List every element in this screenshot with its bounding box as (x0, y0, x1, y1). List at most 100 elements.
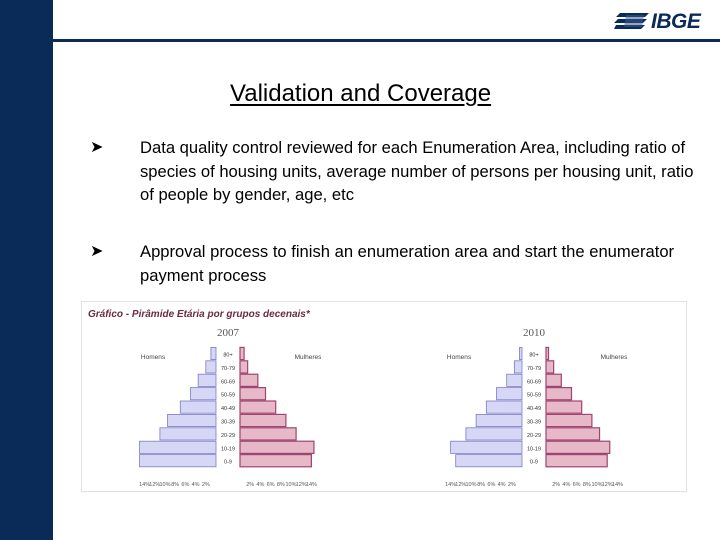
age-group-label: 0-9 (530, 460, 538, 466)
male-bar (190, 387, 217, 401)
arrowhead-bullet-icon: ➤ (90, 243, 104, 260)
x-tick-label: 4% (256, 482, 264, 488)
x-tick-label: 6% (487, 482, 495, 488)
x-tick-label: 2% (246, 482, 254, 488)
chart-panel-title: Gráfico - Pirâmide Etária por grupos dec… (88, 309, 311, 320)
female-bar (239, 427, 297, 441)
x-tick-label: 4% (192, 482, 200, 488)
x-tick-label: 14% (445, 482, 456, 488)
logo-text: IBGE (651, 10, 701, 33)
left-label: Homens (141, 354, 166, 361)
x-tick-label: 4% (562, 482, 570, 488)
header-rule (53, 39, 720, 42)
x-tick-label: 10% (159, 482, 170, 488)
age-group-label: 80+ (223, 353, 232, 359)
male-bar (485, 400, 523, 414)
bullet-item: ➤ Approval process to finish an enumerat… (90, 240, 674, 285)
age-group-label: 40-49 (527, 406, 541, 412)
x-tick-label: 10% (591, 482, 602, 488)
female-bar (239, 413, 287, 428)
x-tick-label: 8% (277, 482, 285, 488)
x-tick-label: 12% (149, 482, 160, 488)
bullet-item: ➤ Data quality control reviewed for each… (90, 136, 693, 204)
male-bar (475, 414, 523, 428)
x-tick-label: 6% (573, 482, 581, 488)
female-bar (545, 386, 573, 401)
female-bar (545, 373, 562, 387)
male-bar (519, 347, 523, 361)
x-tick-label: 4% (498, 482, 506, 488)
x-tick-label: 2% (508, 482, 516, 488)
female-bar (545, 454, 608, 468)
x-tick-label: 8% (171, 482, 179, 488)
x-tick-label: 12% (602, 482, 613, 488)
female-bar (239, 400, 277, 414)
x-tick-label: 12% (296, 482, 307, 488)
female-bar (239, 360, 249, 374)
age-group-label: 10-19 (221, 446, 235, 452)
pyramid-charts: Gráfico - Pirâmide Etária por grupos dec… (88, 309, 628, 488)
female-bar (545, 413, 593, 428)
age-group-label: 50-59 (221, 393, 235, 399)
age-group-label: 20-29 (221, 433, 235, 439)
age-group-label: 20-29 (527, 433, 541, 439)
slide-title: Validation and Coverage (230, 80, 492, 107)
male-bar (139, 440, 217, 454)
chart-title: 2007 (217, 327, 240, 339)
chart-title: 2010 (523, 327, 546, 339)
female-bar (239, 373, 259, 387)
female-bar (239, 440, 315, 454)
age-group-label: 10-19 (527, 446, 541, 452)
x-tick-label: 14% (306, 482, 317, 488)
male-bar (159, 427, 217, 441)
age-group-label: 50-59 (527, 393, 541, 399)
female-bar (545, 346, 550, 361)
male-bar (139, 454, 217, 468)
ibge-logo-mark-icon (614, 13, 649, 29)
male-bar (513, 360, 523, 374)
age-group-label: 60-69 (221, 379, 235, 385)
age-group-label: 0-9 (224, 460, 232, 466)
female-bar (545, 400, 583, 414)
male-bar (455, 454, 523, 468)
x-tick-label: 10% (465, 482, 476, 488)
male-bar (450, 440, 523, 454)
age-group-label: 30-39 (221, 420, 235, 426)
right-label: Mulheres (295, 354, 322, 361)
male-bar (167, 414, 217, 428)
side-bar (0, 0, 53, 540)
female-bar (239, 454, 313, 468)
female-bar (545, 440, 611, 454)
arrowhead-bullet-icon: ➤ (90, 139, 104, 156)
age-group-label: 70-79 (527, 366, 541, 372)
male-bar (506, 373, 523, 387)
bullet-text: Approval process to finish an enumeratio… (140, 242, 675, 285)
x-tick-label: 6% (267, 482, 275, 488)
age-group-label: 60-69 (527, 379, 541, 385)
female-bar (239, 386, 267, 401)
left-label: Homens (447, 354, 472, 361)
male-bar (496, 387, 523, 401)
x-tick-label: 10% (285, 482, 296, 488)
male-bar (197, 373, 217, 387)
x-tick-label: 6% (181, 482, 189, 488)
male-bar (205, 360, 217, 374)
age-group-label: 30-39 (527, 420, 541, 426)
bullet-text: Data quality control reviewed for each E… (140, 138, 694, 204)
female-bar (545, 360, 555, 374)
population-pyramid-panel: Gráfico - Pirâmide Etária por grupos dec… (81, 301, 687, 492)
ibge-logo: IBGE (614, 9, 701, 35)
x-tick-label: 14% (612, 482, 623, 488)
x-tick-label: 2% (202, 482, 210, 488)
male-bar (179, 400, 217, 414)
female-bar (239, 346, 245, 361)
right-label: Mulheres (601, 354, 628, 361)
x-tick-label: 14% (139, 482, 150, 488)
male-bar (465, 427, 523, 441)
x-tick-label: 8% (583, 482, 591, 488)
age-group-label: 70-79 (221, 366, 235, 372)
female-bar (545, 427, 601, 441)
male-bar (210, 347, 217, 361)
x-tick-label: 8% (477, 482, 485, 488)
age-group-label: 40-49 (221, 406, 235, 412)
